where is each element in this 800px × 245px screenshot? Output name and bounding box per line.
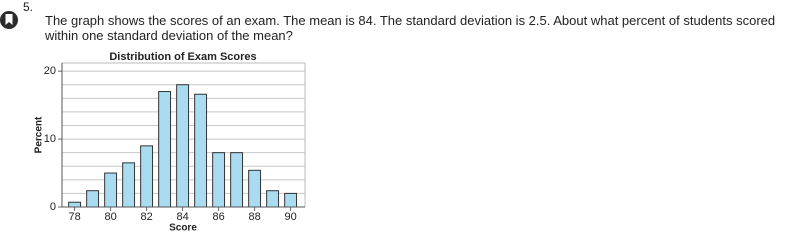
x-axis-label: Score	[169, 223, 197, 234]
bar	[140, 145, 154, 208]
y-tick-label: 0	[50, 201, 56, 213]
bar	[248, 169, 262, 208]
bar	[104, 172, 118, 208]
question-number: 5.	[23, 0, 34, 14]
y-axis-label: Percent	[34, 116, 45, 153]
x-tick-label: 80	[104, 211, 116, 223]
bar	[68, 201, 82, 208]
bar	[212, 152, 226, 208]
y-tick-label: 10	[44, 133, 56, 145]
x-tick-label: 78	[68, 211, 80, 223]
y-tick-label: 20	[44, 65, 56, 77]
x-tick-label: 82	[140, 211, 152, 223]
chart-title: Distribution of Exam Scores	[109, 51, 256, 63]
bar	[266, 190, 280, 208]
x-tick-label: 86	[212, 211, 224, 223]
bar	[176, 84, 190, 208]
bar	[194, 93, 208, 208]
bar	[86, 190, 100, 208]
bar	[284, 192, 298, 208]
x-tick-label: 90	[284, 211, 296, 223]
x-tick-label: 88	[248, 211, 260, 223]
bar	[158, 91, 172, 208]
question-text: The graph shows the scores of an exam. T…	[45, 13, 776, 43]
bookmark-glyph	[5, 14, 13, 25]
x-tick-label: 84	[176, 211, 188, 223]
bar	[230, 152, 244, 208]
bar	[122, 162, 136, 208]
